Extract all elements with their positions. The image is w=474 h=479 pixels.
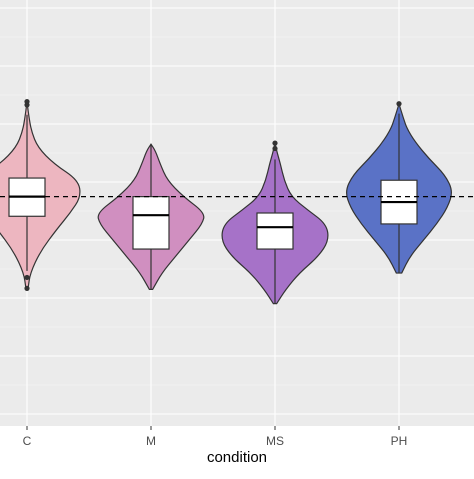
x-tick-label-c: C [23, 434, 32, 448]
violin-group-m [97, 143, 205, 291]
outlier-point [272, 145, 278, 152]
x-axis-title: condition [207, 449, 267, 466]
x-tick-label-ph: PH [391, 434, 408, 448]
violins [0, 98, 452, 305]
x-tick-label-ms: MS [266, 434, 284, 448]
outlier-point [24, 98, 30, 105]
x-axis-tick-labels: C M MS PH [23, 434, 408, 448]
outlier-point [272, 140, 278, 146]
box-ms [256, 212, 294, 250]
violin-group-ph [346, 101, 452, 274]
x-axis-ticks [26, 426, 400, 430]
outlier-point [24, 285, 30, 291]
outlier-point [24, 274, 30, 281]
x-tick-label-m: M [146, 434, 156, 448]
outlier-point [396, 101, 402, 107]
violin-group-ms [221, 140, 329, 305]
box-m [132, 196, 170, 250]
minor-gridlines [0, 36, 474, 386]
